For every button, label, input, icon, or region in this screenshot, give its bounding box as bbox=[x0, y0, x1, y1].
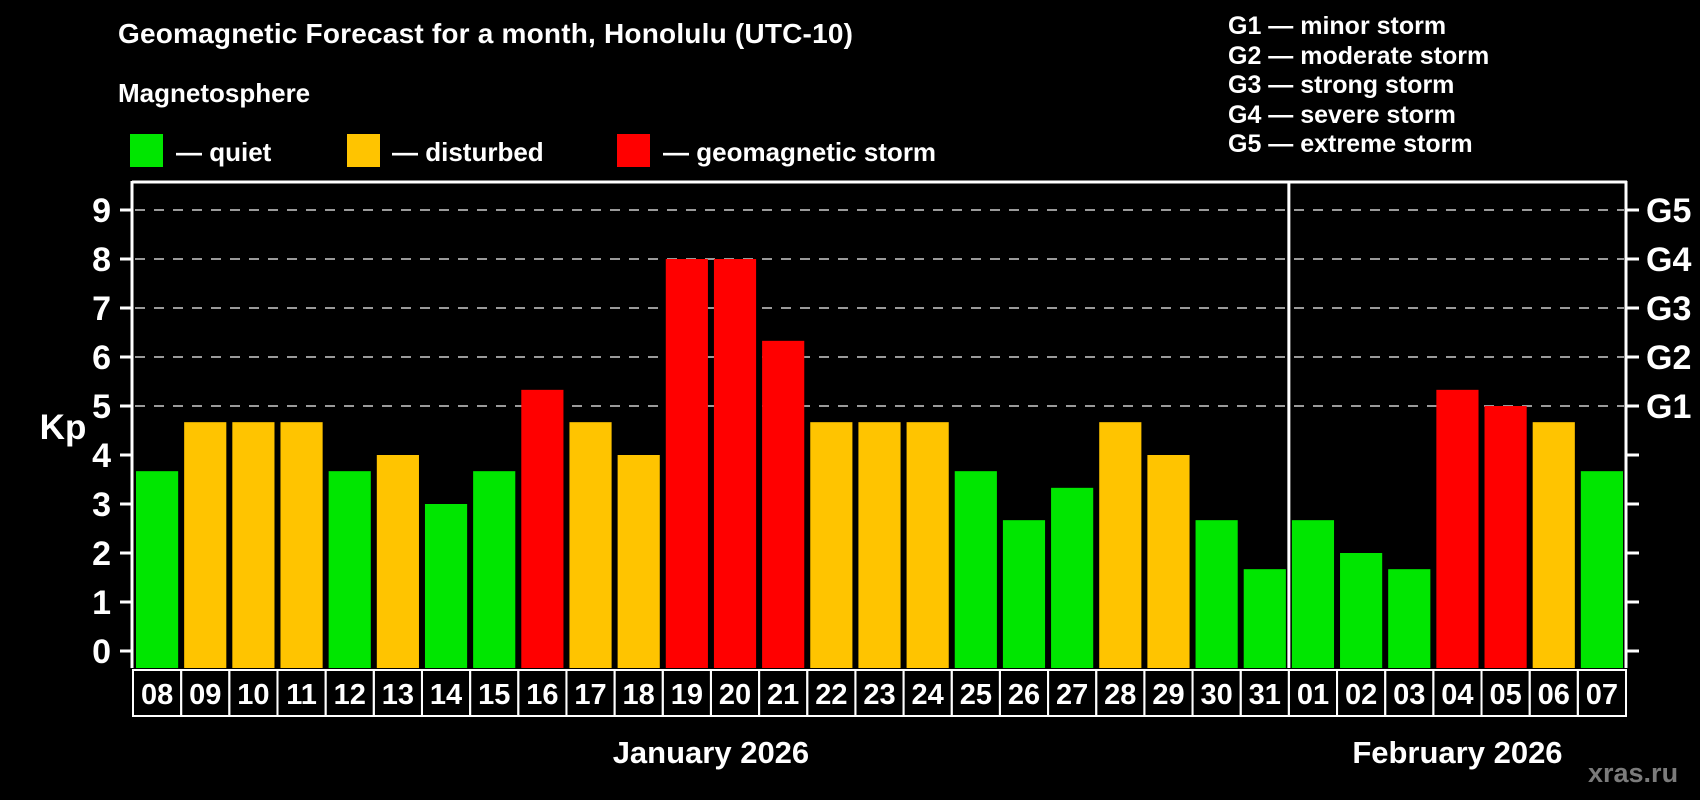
bar-28 bbox=[1099, 422, 1142, 668]
bar-14 bbox=[424, 504, 468, 668]
bar-30 bbox=[1195, 520, 1238, 668]
bar-20 bbox=[713, 259, 757, 668]
date-label-16: 16 bbox=[526, 679, 558, 711]
bar-18 bbox=[617, 455, 660, 668]
date-label-27: 27 bbox=[1056, 679, 1088, 711]
chart-title: Geomagnetic Forecast for a month, Honolu… bbox=[118, 18, 854, 49]
month-label-1: February 2026 bbox=[1352, 735, 1562, 770]
date-label-30: 30 bbox=[1200, 679, 1232, 711]
bar-15 bbox=[473, 471, 516, 668]
bar-13 bbox=[376, 455, 419, 668]
y-tick-label-2: 2 bbox=[92, 535, 111, 573]
date-label-18: 18 bbox=[623, 679, 655, 711]
bar-08 bbox=[136, 471, 179, 668]
y-tick-label-5: 5 bbox=[92, 388, 111, 426]
bar-12 bbox=[328, 471, 371, 668]
g-scale-label-G2: G2 bbox=[1646, 339, 1691, 377]
y-tick-label-3: 3 bbox=[92, 486, 111, 524]
y-axis-title: Kp bbox=[40, 408, 87, 447]
bar-23 bbox=[858, 422, 901, 668]
legend-label-disturbed: — disturbed bbox=[392, 137, 544, 167]
date-label-09: 09 bbox=[189, 679, 221, 711]
g-legend-line-g1: G1 — minor storm bbox=[1228, 12, 1447, 40]
date-label-25: 25 bbox=[960, 679, 992, 711]
bar-16 bbox=[521, 389, 564, 668]
date-label-31: 31 bbox=[1249, 679, 1281, 711]
y-tick-label-1: 1 bbox=[92, 584, 111, 622]
y-tick-label-9: 9 bbox=[92, 192, 111, 230]
bar-04 bbox=[1436, 389, 1479, 668]
g-legend-line-g5: G5 — extreme storm bbox=[1228, 130, 1473, 158]
y-tick-label-4: 4 bbox=[92, 437, 111, 475]
bar-19 bbox=[665, 259, 708, 668]
bar-27 bbox=[1051, 487, 1094, 668]
date-label-14: 14 bbox=[430, 679, 462, 711]
bar-26 bbox=[1002, 520, 1046, 668]
date-label-11: 11 bbox=[286, 679, 317, 711]
y-tick-label-0: 0 bbox=[92, 633, 111, 671]
bar-06 bbox=[1532, 422, 1575, 668]
g-scale-label-G5: G5 bbox=[1646, 192, 1691, 230]
g-scale-label-G3: G3 bbox=[1646, 290, 1691, 328]
date-cell bbox=[1576, 669, 1628, 717]
g-legend-line-g2: G2 — moderate storm bbox=[1228, 41, 1490, 70]
bar-10 bbox=[232, 422, 275, 668]
date-label-15: 15 bbox=[478, 679, 510, 711]
date-label-01: 01 bbox=[1297, 679, 1329, 711]
date-label-21: 21 bbox=[767, 679, 799, 711]
date-label-13: 13 bbox=[382, 679, 414, 711]
g-scale-label-G4: G4 bbox=[1646, 241, 1691, 279]
date-label-20: 20 bbox=[719, 679, 751, 711]
legend-label-storm: — geomagnetic storm bbox=[663, 137, 937, 167]
g-scale-legend: G1 — minor storm G2 — moderate storm G3 … bbox=[1228, 12, 1489, 160]
date-label-24: 24 bbox=[912, 679, 944, 711]
g-legend-line-g4: G4 — severe storm bbox=[1228, 100, 1456, 129]
bar-01 bbox=[1291, 520, 1335, 668]
bar-05 bbox=[1484, 406, 1527, 668]
date-label-22: 22 bbox=[815, 679, 847, 711]
date-label-12: 12 bbox=[334, 679, 366, 711]
date-label-10: 10 bbox=[237, 679, 269, 711]
date-label-02: 02 bbox=[1345, 679, 1377, 711]
date-label-06: 06 bbox=[1538, 679, 1570, 711]
bar-25 bbox=[954, 471, 997, 668]
bar-07 bbox=[1580, 471, 1623, 668]
date-label-07: 07 bbox=[1586, 679, 1618, 711]
bar-09 bbox=[184, 422, 227, 668]
bar-02 bbox=[1340, 553, 1383, 668]
date-label-05: 05 bbox=[1489, 679, 1521, 711]
bar-17 bbox=[569, 422, 612, 668]
bar-03 bbox=[1388, 569, 1431, 668]
watermark: xras.ru bbox=[1588, 758, 1679, 788]
month-label-0: January 2026 bbox=[613, 735, 809, 770]
legend-swatch-storm bbox=[617, 134, 650, 167]
bar-22 bbox=[810, 422, 853, 668]
date-label-08: 08 bbox=[141, 679, 173, 711]
date-label-28: 28 bbox=[1104, 679, 1136, 711]
date-label-04: 04 bbox=[1441, 679, 1473, 711]
date-label-26: 26 bbox=[1008, 679, 1040, 711]
g-legend-line-g3: G3 — strong storm bbox=[1228, 71, 1455, 99]
bar-24 bbox=[906, 422, 949, 668]
date-label-03: 03 bbox=[1393, 679, 1425, 711]
date-label-29: 29 bbox=[1152, 679, 1184, 711]
date-label-17: 17 bbox=[574, 679, 606, 711]
chart-subtitle: Magnetosphere bbox=[118, 78, 311, 108]
y-tick-label-8: 8 bbox=[92, 241, 111, 279]
legend-label-quiet: — quiet bbox=[176, 137, 272, 167]
bar-31 bbox=[1243, 569, 1286, 668]
legend-swatch-disturbed bbox=[347, 134, 380, 167]
y-tick-label-6: 6 bbox=[92, 339, 111, 377]
bar-11 bbox=[280, 422, 323, 668]
y-tick-label-7: 7 bbox=[92, 290, 111, 328]
g-scale-label-G1: G1 bbox=[1646, 388, 1691, 426]
bar-21 bbox=[762, 340, 805, 668]
date-label-19: 19 bbox=[671, 679, 703, 711]
date-label-23: 23 bbox=[863, 679, 895, 711]
bar-29 bbox=[1147, 455, 1190, 668]
legend-swatch-quiet bbox=[130, 134, 163, 167]
